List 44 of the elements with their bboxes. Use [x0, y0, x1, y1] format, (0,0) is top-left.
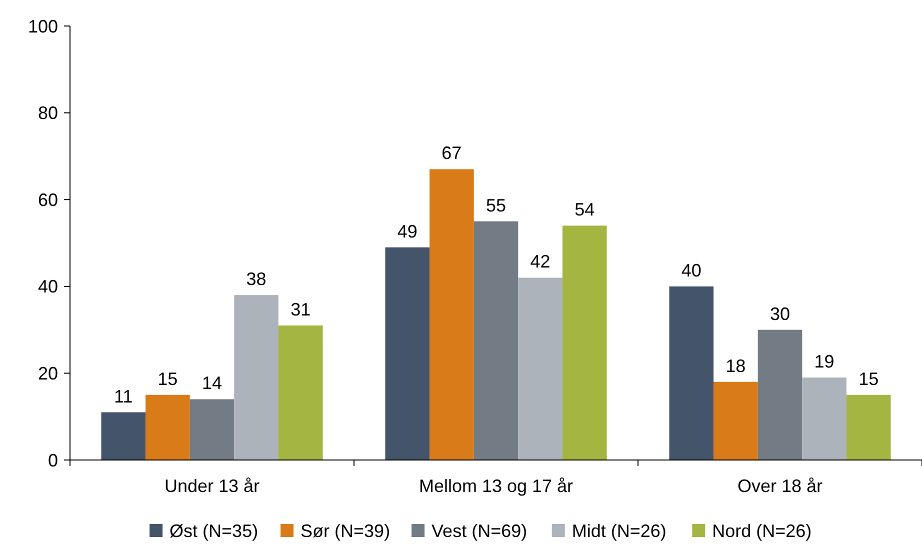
bar: [190, 399, 234, 460]
data-label: 30: [770, 304, 790, 324]
bar: [669, 286, 714, 460]
data-label: 11: [114, 386, 133, 406]
x-tick-label: Under 13 år: [164, 476, 260, 496]
legend-label: Øst (N=35): [170, 521, 258, 541]
x-tick-label: Mellom 13 og 17 år: [418, 476, 574, 496]
y-tick-label: 0: [48, 450, 58, 470]
bar: [562, 226, 607, 460]
y-tick-label: 80: [38, 103, 58, 124]
bar: [101, 412, 146, 460]
bar: [714, 382, 758, 460]
data-label: 67: [442, 143, 462, 164]
x-tick-label: Over 18 år: [737, 476, 823, 496]
data-label: 55: [486, 195, 506, 216]
bar: [278, 325, 323, 460]
legend-label: Sør (N=39): [300, 521, 390, 541]
y-tick-label: 40: [38, 276, 58, 297]
data-label: 40: [681, 260, 702, 280]
bar: [385, 247, 430, 460]
data-label: 49: [397, 221, 418, 242]
data-label: 18: [726, 356, 746, 376]
data-label: 42: [530, 252, 550, 272]
y-tick-label: 60: [38, 190, 58, 210]
bar: [802, 378, 846, 460]
legend-label: Vest (N=69): [432, 521, 528, 541]
data-label: 54: [574, 200, 595, 220]
bar: [146, 394, 190, 460]
y-tick-label: 20: [38, 364, 58, 384]
legend-label: Nord (N=26): [712, 521, 812, 541]
y-tick-label: 100: [28, 16, 58, 36]
data-label: 31: [290, 299, 311, 320]
data-label: 19: [814, 352, 834, 372]
data-label: 14: [202, 373, 222, 394]
data-label: 15: [858, 368, 879, 389]
legend-label: Midt (N=26): [572, 521, 666, 541]
bar: [758, 330, 802, 460]
bar: [518, 278, 562, 460]
bar: [234, 295, 278, 460]
bar: [430, 169, 474, 460]
data-label: 38: [246, 269, 266, 290]
data-label: 15: [158, 368, 178, 389]
bar: [846, 394, 891, 460]
bar: [474, 221, 518, 460]
